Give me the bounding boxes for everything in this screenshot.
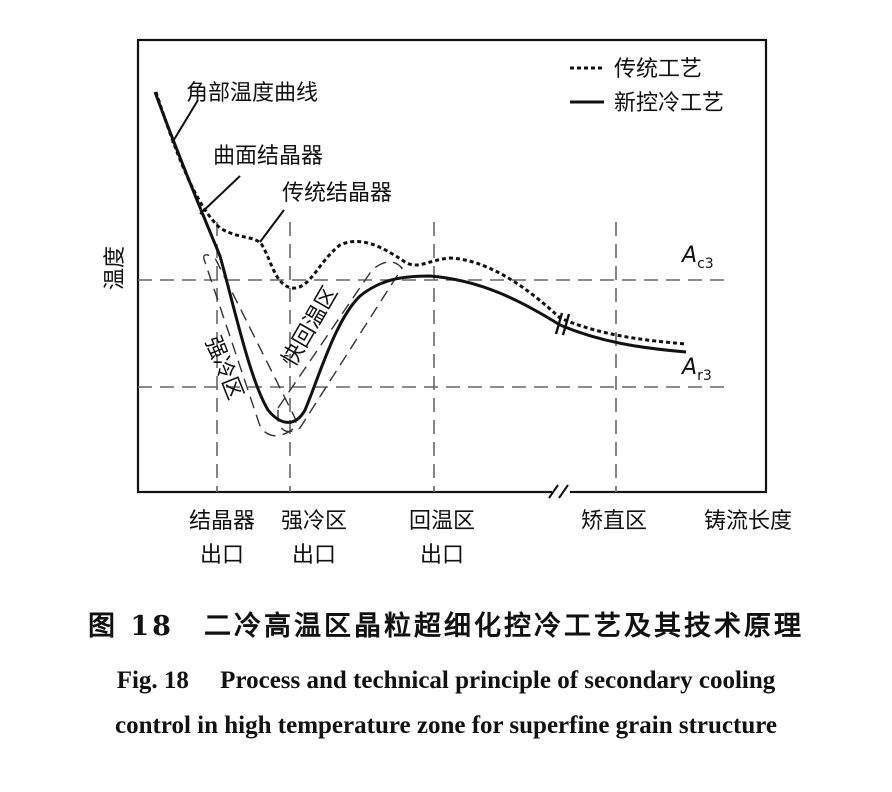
annotation-curved-mold: 曲面结晶器 (213, 144, 323, 169)
curved-mold-leader (199, 175, 241, 215)
plot-frame (136, 38, 768, 494)
x-axis-label: 铸流长度 (704, 509, 792, 534)
curve-break-mark (554, 312, 564, 335)
ar3-label: Ar3 (680, 355, 712, 384)
axis-break-mark (548, 484, 559, 499)
y-axis-label: 温度 (103, 246, 128, 290)
x-tick-straightening: 矫直区 (581, 509, 647, 534)
traditional-mold-leader (259, 209, 285, 243)
legend-new-label: 新控冷工艺 (614, 91, 724, 116)
x-tick-strong-cooling-exit: 强冷区 (281, 509, 347, 534)
traditional-process-curve (154, 91, 687, 346)
corner-curve-leader (171, 99, 199, 144)
axis-break-mark (558, 484, 569, 499)
x-tick-mold-exit: 结晶器 (189, 509, 255, 534)
annotation-traditional-mold: 传统结晶器 (282, 181, 392, 206)
curve-break-mark (561, 313, 571, 336)
x-tick-mold-exit-2: 出口 (200, 543, 244, 568)
legend-traditional-label: 传统工艺 (614, 57, 702, 82)
caption-english-line1: Fig. 18 Process and technical principle … (116, 667, 776, 694)
new-cooling-process-curve (153, 91, 687, 424)
strong-cooling-zone-outline (203, 254, 297, 437)
x-tick-reheating-exit: 回温区 (409, 509, 475, 534)
x-tick-strong-cooling-exit-2: 出口 (292, 543, 336, 568)
fast-reheating-zone-outline (277, 261, 403, 433)
caption-chinese: 图 18 二冷高温区晶粒超细化控冷工艺及其技术原理 (88, 611, 804, 642)
ac3-label: Ac3 (680, 243, 714, 272)
x-tick-reheating-exit-2: 出口 (420, 543, 464, 568)
annotation-corner-temperature-curve: 角部温度曲线 (186, 81, 318, 106)
process-chart: 角部温度曲线 曲面结晶器 传统结晶器 强冷区 快回温区 温度 Ac3 Ar3 传… (103, 38, 792, 568)
caption-english-line2: control in high temperature zone for sup… (115, 712, 777, 739)
